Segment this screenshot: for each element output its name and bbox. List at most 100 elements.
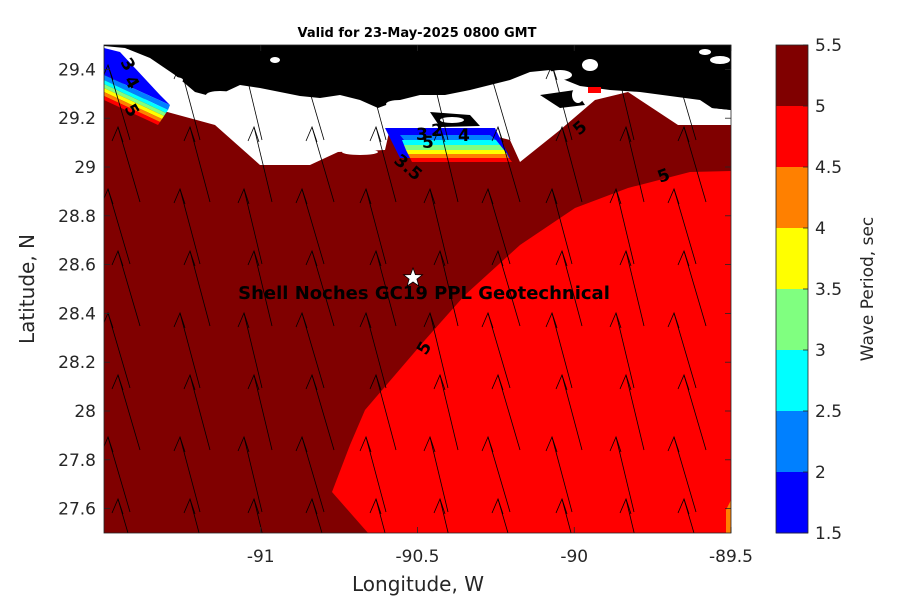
wave-vector-head bbox=[619, 125, 632, 143]
wave-vector-shaft bbox=[429, 64, 449, 141]
wave-vector-head bbox=[237, 435, 250, 453]
wave-vector-head bbox=[481, 63, 494, 81]
wave-vector-shaft bbox=[365, 436, 387, 513]
wave-vector-shaft bbox=[253, 250, 273, 327]
site-annotation: Shell Noches GC19 PPL Geotechnical bbox=[238, 283, 610, 304]
wave-vector-head bbox=[305, 497, 318, 515]
y-tick-label: 29.2 bbox=[58, 109, 96, 129]
y-tick-label: 27.8 bbox=[58, 451, 96, 471]
wave-vector-head bbox=[369, 373, 382, 391]
wave-vector-head bbox=[183, 125, 196, 143]
wave-vector-shaft bbox=[625, 126, 645, 203]
wave-vector-shaft bbox=[487, 64, 511, 141]
wave-vector-head bbox=[545, 63, 558, 81]
wave-vector-shaft bbox=[497, 126, 521, 203]
colorbar-tick-label: 2.5 bbox=[815, 402, 842, 422]
wave-vector-shaft bbox=[189, 498, 200, 533]
wave-vector-shaft bbox=[683, 126, 707, 203]
colorbar-tick-label: 4 bbox=[815, 219, 826, 239]
wave-vector-head bbox=[491, 125, 504, 143]
wave-vector-head bbox=[433, 125, 446, 143]
wave-vector-head bbox=[111, 125, 124, 143]
wave-direction-vectors bbox=[104, 63, 707, 533]
wave-vector-shaft bbox=[107, 436, 131, 513]
y-axis-label: Latitude, N bbox=[15, 234, 39, 344]
wave-vector-head bbox=[111, 497, 124, 515]
y-tick-label: 29.4 bbox=[58, 60, 96, 80]
wave-vector-head bbox=[545, 187, 558, 205]
wave-vector-shaft bbox=[253, 126, 273, 203]
wave-vector-shaft bbox=[551, 312, 573, 389]
wave-vector-shaft bbox=[497, 498, 509, 533]
wave-vector-head bbox=[555, 249, 568, 267]
wave-vector-shaft bbox=[429, 436, 449, 513]
wave-vector-head bbox=[359, 187, 372, 205]
wave-vector-head bbox=[369, 249, 382, 267]
contour-label: 3 bbox=[416, 125, 428, 145]
wave-vector-shaft bbox=[615, 64, 635, 141]
wave-vector-head bbox=[491, 373, 504, 391]
wave-vector-head bbox=[104, 187, 114, 205]
wave-vector-shaft bbox=[487, 436, 511, 513]
contour-label: 5 bbox=[422, 133, 434, 153]
wave-vector-head bbox=[667, 435, 680, 453]
wave-vector-head bbox=[609, 311, 622, 329]
wave-vector-head bbox=[247, 497, 260, 515]
x-tick-label: -89.5 bbox=[709, 547, 753, 567]
wave-vector-shaft bbox=[253, 374, 273, 451]
site-star-marker bbox=[402, 266, 424, 287]
map-axes: Shell Noches GC19 PPL Geotechnical 5 5 5… bbox=[58, 44, 753, 567]
wave-vector-head bbox=[183, 497, 196, 515]
colorbar-band bbox=[776, 228, 808, 290]
wave-vector-shaft bbox=[551, 436, 573, 513]
wave-vector-shaft bbox=[497, 374, 521, 451]
wave-vector-shaft bbox=[117, 498, 129, 533]
wave-vector-shaft bbox=[615, 436, 635, 513]
wave-vector-shaft bbox=[243, 64, 263, 141]
wave-vector-head bbox=[667, 187, 680, 205]
wave-vector-head bbox=[555, 497, 568, 515]
wave-vector-head bbox=[609, 187, 622, 205]
wave-vector-shaft bbox=[301, 312, 325, 389]
wave-vector-shaft bbox=[243, 312, 263, 389]
wave-vector-head bbox=[619, 497, 632, 515]
wave-vector-shaft bbox=[375, 374, 397, 451]
wave-vector-head bbox=[677, 249, 690, 267]
wave-vector-shaft bbox=[561, 250, 583, 327]
wave-vector-head bbox=[423, 435, 436, 453]
y-tick-label: 28.8 bbox=[58, 207, 96, 227]
colorbar-band bbox=[776, 472, 808, 534]
x-axis-ticks: -91 -90.5 -90 -89.5 bbox=[247, 45, 753, 567]
wave-vector-shaft bbox=[311, 250, 335, 327]
wave-vector-shaft bbox=[189, 250, 211, 327]
wave-vector-shaft bbox=[625, 374, 645, 451]
wave-vector-shaft bbox=[107, 312, 131, 389]
wave-vector-shaft bbox=[179, 64, 201, 141]
colorbar-tick-label: 4.5 bbox=[815, 158, 842, 178]
wave-vector-shaft bbox=[625, 250, 645, 327]
wave-vector-shaft bbox=[551, 64, 573, 141]
wave-vector-shaft bbox=[189, 126, 211, 203]
wave-vector-shaft bbox=[179, 188, 201, 265]
wave-vector-head bbox=[619, 249, 632, 267]
y-tick-label: 28 bbox=[74, 402, 96, 422]
wave-vector-head bbox=[237, 187, 250, 205]
colorbar-tick-label: 3.5 bbox=[815, 280, 842, 300]
wave-vector-shaft bbox=[107, 64, 131, 141]
wave-vector-shaft bbox=[301, 436, 325, 513]
wave-vector-head bbox=[173, 63, 186, 81]
plot-title: Valid for 23-May-2025 0800 GMT bbox=[298, 26, 537, 41]
wave-vector-shaft bbox=[107, 188, 131, 265]
wave-vector-shaft bbox=[301, 64, 325, 141]
y-tick-label: 29 bbox=[74, 158, 96, 178]
wave-vector-head bbox=[433, 497, 446, 515]
wave-vector-shaft bbox=[497, 250, 521, 327]
wave-vector-shaft bbox=[673, 312, 697, 389]
y-axis-ticks: 29.4 29.2 29 28.8 28.6 28.4 28.2 28 27.8 27.6 bbox=[58, 60, 731, 520]
wave-vector-shaft bbox=[311, 374, 335, 451]
y-tick-label: 27.6 bbox=[58, 500, 96, 520]
wave-vector-shaft bbox=[561, 374, 583, 451]
wave-vector-head bbox=[609, 435, 622, 453]
wave-vector-head bbox=[111, 249, 124, 267]
wave-vector-shaft bbox=[311, 498, 323, 533]
